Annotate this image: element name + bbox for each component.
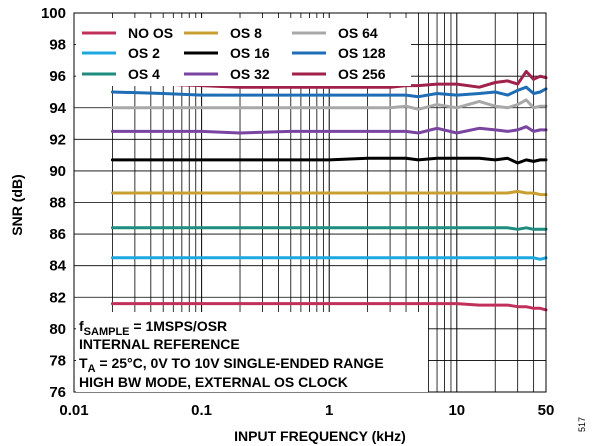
y-tick-label: 86 [49,226,66,243]
series-line-os-64 [110,98,548,111]
legend-label: OS 2 [128,45,160,61]
series-line-os-16 [110,156,548,165]
figure-id: 517 [577,417,587,432]
legend-label: OS 256 [338,66,386,82]
y-tick-label: 80 [49,321,66,338]
legend-label: OS 128 [338,45,386,61]
x-tick-label: 0.01 [59,402,88,419]
x-tick-label: 50 [538,402,555,419]
condition-temperature-range: TA = 25°C, 0V TO 10V SINGLE-ENDED RANGE [79,355,384,375]
series-line-os-128 [110,85,548,99]
legend-label: OS 64 [338,25,378,41]
series-line-os-32 [110,125,548,135]
y-tick-label: 84 [49,258,66,275]
x-tick-label: 10 [448,402,465,419]
y-tick-label: 98 [49,37,66,54]
legend-background [76,18,411,86]
legend: NO OS OS 2 OS 4 OS 8 OS 16 OS 32 OS 64 OS 128 OS… [76,18,411,86]
series-line-os-4 [110,226,548,231]
y-tick-label: 100 [41,5,66,22]
y-tick-label: 82 [49,289,66,306]
series-line-os-2 [110,256,548,261]
y-tick-label: 88 [49,195,66,212]
y-tick-label: 76 [49,384,66,401]
series-line-os-8 [110,189,548,197]
y-tick-labels: 76 78 80 82 84 86 88 90 92 94 96 98 100 [41,5,67,401]
legend-label: OS 16 [230,45,270,61]
y-tick-label: 90 [49,163,66,180]
series-lines [110,69,548,312]
condition-reference: INTERNAL REFERENCE [79,336,240,352]
legend-label: NO OS [128,25,173,41]
condition-mode: HIGH BW MODE, EXTERNAL OS CLOCK [79,374,348,390]
y-tick-label: 96 [49,68,66,85]
test-conditions: fSAMPLE = 1MSPS/OSR INTERNAL REFERENCE T… [76,312,428,392]
y-tick-label: 78 [49,352,66,369]
legend-label: OS 8 [230,25,262,41]
legend-label: OS 4 [128,66,160,82]
legend-label: OS 32 [230,66,270,82]
series-line-os-256 [110,69,548,89]
x-tick-label: 1 [325,402,333,419]
conditions-background [76,312,428,392]
condition-sample-rate: fSAMPLE = 1MSPS/OSR [79,318,227,338]
x-tick-labels: 0.01 0.1 1 10 50 [59,402,554,419]
x-axis-label: INPUT FREQUENCY (kHz) [234,428,406,444]
y-tick-label: 94 [49,100,66,117]
x-tick-label: 0.1 [191,402,212,419]
y-tick-label: 92 [49,131,66,148]
series-line-no-os [110,302,548,312]
y-axis-label: SNR (dB) [9,174,25,235]
